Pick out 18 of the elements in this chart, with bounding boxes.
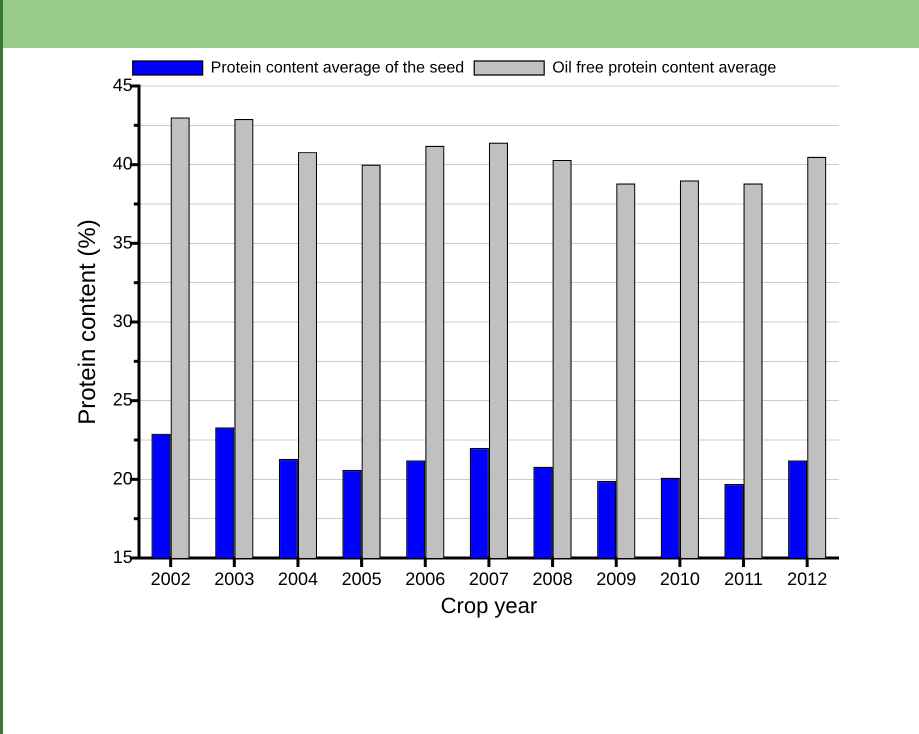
- x-tick-label: 2003: [214, 568, 254, 589]
- x-tick-label: 2007: [468, 568, 509, 589]
- x-tick-label: 2012: [787, 568, 828, 589]
- x-tick-label: 2011: [724, 568, 763, 589]
- x-tick-label: 2010: [660, 568, 700, 589]
- x-tick-label: 2004: [278, 568, 318, 589]
- x-tick-label: 2008: [532, 568, 573, 589]
- y-tick-label: 40: [112, 154, 133, 174]
- y-axis-title: Protein content (%): [74, 219, 102, 425]
- legend-label: Oil free protein content average: [552, 59, 776, 76]
- x-tick-label: 2002: [150, 568, 191, 589]
- x-axis-title: Crop year: [440, 592, 538, 618]
- x-tick-label: 2005: [342, 568, 382, 589]
- y-tick-label: 35: [112, 232, 133, 252]
- x-tick-label: 2006: [405, 568, 446, 589]
- x-tick-label: 2009: [596, 568, 636, 589]
- legend-label: Protein content average of the seed: [210, 59, 464, 76]
- y-tick-label: 20: [112, 468, 133, 488]
